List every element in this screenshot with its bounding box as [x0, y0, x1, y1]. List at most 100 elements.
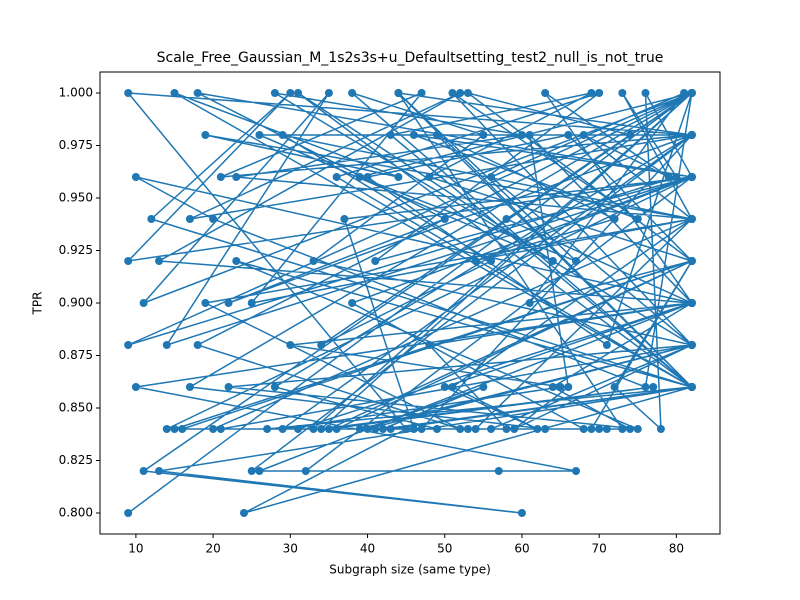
point [687, 131, 696, 139]
point [317, 341, 326, 349]
point [209, 425, 218, 433]
point [626, 425, 635, 433]
point [687, 341, 696, 349]
point [255, 467, 264, 475]
point [363, 425, 372, 433]
y-tick-label: 0.800 [59, 506, 93, 520]
point [579, 131, 588, 139]
point [185, 215, 194, 223]
point [525, 131, 534, 139]
point [479, 131, 488, 139]
point [294, 89, 303, 97]
point [525, 299, 534, 307]
point [672, 173, 681, 181]
point [270, 383, 279, 391]
point [348, 89, 357, 97]
point [332, 173, 341, 181]
point [162, 341, 171, 349]
point [587, 425, 596, 433]
point [309, 257, 318, 265]
point [232, 173, 241, 181]
point [440, 383, 449, 391]
point [239, 509, 248, 517]
point [517, 131, 526, 139]
point [294, 425, 303, 433]
point [348, 299, 357, 307]
point [131, 383, 140, 391]
y-tick-label: 0.950 [59, 191, 93, 205]
point [324, 89, 333, 97]
x-tick-label: 70 [592, 542, 607, 556]
point [572, 467, 581, 475]
point [487, 257, 496, 265]
point [340, 215, 349, 223]
point [456, 89, 465, 97]
point [502, 425, 511, 433]
point [355, 173, 364, 181]
point [649, 383, 658, 391]
x-tick-label: 30 [283, 542, 298, 556]
point [124, 509, 133, 517]
point [487, 425, 496, 433]
point [618, 89, 627, 97]
point [263, 425, 272, 433]
point [247, 467, 256, 475]
point [124, 341, 133, 349]
point [463, 425, 472, 433]
point [548, 383, 557, 391]
y-tick-label: 0.900 [59, 296, 93, 310]
point [556, 383, 565, 391]
point [409, 131, 418, 139]
point [386, 131, 395, 139]
point [185, 383, 194, 391]
point [641, 383, 650, 391]
point [425, 341, 434, 349]
x-tick-label: 50 [437, 542, 452, 556]
point [309, 425, 318, 433]
x-tick-label: 40 [360, 542, 375, 556]
point [433, 131, 442, 139]
point [232, 257, 241, 265]
point [471, 257, 480, 265]
point [687, 89, 696, 97]
x-axis-label: Subgraph size (same type) [329, 563, 491, 577]
x-tick-label: 10 [128, 542, 143, 556]
point [170, 425, 179, 433]
point [680, 89, 689, 97]
series-line [126, 91, 694, 514]
point [301, 467, 310, 475]
point [587, 89, 596, 97]
point [124, 89, 133, 97]
point [440, 215, 449, 223]
point [378, 425, 387, 433]
point [463, 89, 472, 97]
y-axis-label: TPR [31, 292, 45, 316]
point [402, 425, 411, 433]
point [510, 425, 519, 433]
point [595, 89, 604, 97]
point [147, 215, 156, 223]
point [355, 425, 364, 433]
point [363, 173, 372, 181]
point [502, 215, 511, 223]
point [633, 425, 642, 433]
point [224, 299, 233, 307]
y-tick-label: 0.925 [59, 243, 93, 257]
point [618, 425, 627, 433]
point [564, 131, 573, 139]
point [317, 425, 326, 433]
point [139, 467, 148, 475]
point [548, 257, 557, 265]
point [487, 173, 496, 181]
point [479, 383, 488, 391]
point [433, 425, 442, 433]
point [139, 299, 148, 307]
point [394, 173, 403, 181]
point [687, 215, 696, 223]
point [541, 89, 550, 97]
point [155, 257, 164, 265]
plot-frame [99, 71, 721, 535]
point [626, 131, 635, 139]
point [664, 173, 673, 181]
